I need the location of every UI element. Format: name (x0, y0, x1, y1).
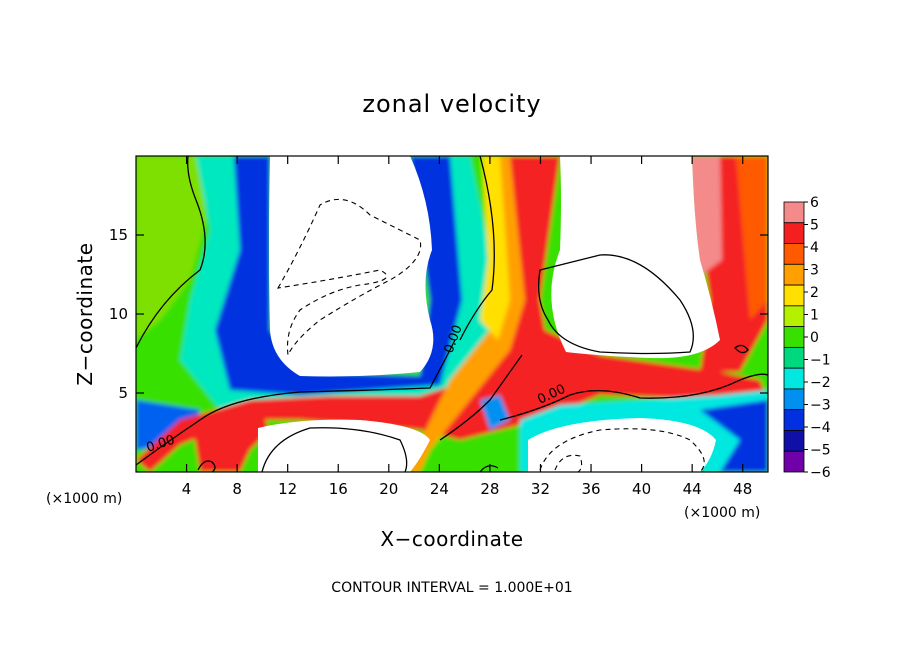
x-tick-label: 40 (632, 480, 651, 498)
colorbar-swatch (783, 263, 805, 286)
x-tick-label: 24 (430, 480, 449, 498)
contour-right-dot (734, 344, 749, 354)
colorbar-label: −4 (810, 420, 831, 436)
contour-bottom-tiny2 (479, 465, 499, 472)
y-tick-label: 15 (109, 226, 128, 244)
colorbar-label: −1 (810, 353, 831, 369)
x-unit-note-right: (×1000 m) (684, 505, 760, 521)
field-mid-blue-patch (480, 395, 510, 430)
colorbar-swatch (783, 201, 805, 224)
field-yellow-streak (480, 156, 510, 340)
colorbar-swatch (783, 305, 805, 328)
contour-bottom-left-closed (261, 427, 408, 472)
colorbar-label: −6 (810, 465, 831, 481)
field-left-blue (215, 156, 462, 395)
x-tick-label: 4 (182, 480, 192, 498)
colorbar-swatch (783, 430, 805, 452)
contour-zero-mid (459, 156, 495, 341)
x-tick-label: 28 (480, 480, 499, 498)
contour-bottom-tiny (197, 460, 216, 472)
colorbar-swatch (783, 284, 805, 307)
y-tick-label: 10 (109, 305, 128, 323)
x-axis-label: X−coordinate (380, 527, 523, 551)
white-region-bottom-right (528, 418, 716, 472)
colorbar-swatch (783, 222, 805, 244)
colorbar-label: 3 (810, 263, 819, 279)
colorbar-swatch (783, 326, 805, 348)
x-tick-label: 20 (379, 480, 398, 498)
y-tick-label: 5 (118, 384, 128, 402)
contour-positive-right (537, 254, 694, 355)
x-tick-label: 12 (278, 480, 297, 498)
white-region-upper-right (551, 156, 720, 359)
x-tick-label: 48 (733, 480, 752, 498)
colorbar-swatch (783, 409, 805, 431)
field-red-band (136, 156, 768, 472)
colorbar-swatch (783, 450, 805, 473)
plot-area: 0.00 0.00 0.00 (136, 156, 768, 472)
contour-interval-footer: CONTOUR INTERVAL = 1.000E+01 (331, 580, 572, 596)
field-bottom-red-left (180, 410, 270, 472)
x-tick-label: 8 (232, 480, 242, 498)
contour-zero-right (499, 373, 768, 421)
x-tick-label: 36 (581, 480, 600, 498)
x-tick-label: 32 (531, 480, 550, 498)
colorbar-label: 2 (810, 285, 819, 301)
contour-zero-bottom (136, 339, 456, 466)
colorbar-swatch (783, 346, 805, 369)
contour-neg-upper-left (276, 198, 422, 357)
colorbar-swatch (783, 388, 805, 411)
chart-title: zonal velocity (362, 90, 541, 118)
colorbar-swatch (783, 243, 805, 265)
colorbar-label: −5 (810, 443, 831, 459)
field-right-orange (736, 156, 768, 320)
y-axis: 5 10 15 (109, 226, 768, 402)
white-region-upper-left (269, 156, 434, 377)
colorbar-label: −3 (810, 398, 831, 414)
colorbar-label: −2 (810, 375, 831, 391)
contours-dashed (276, 198, 705, 472)
contours (136, 156, 768, 472)
field-lower-right-blue (700, 400, 768, 472)
white-region-bottom-left (258, 419, 430, 472)
colorbar-label: 6 (810, 195, 819, 211)
colorbar-label: 1 (810, 308, 819, 324)
colorbar-label: 4 (810, 240, 819, 256)
colorbar: 6 5 4 3 2 1 0 −1 −2 −3 −4 −5 −6 (783, 195, 831, 481)
contour-zero-lower (439, 354, 523, 441)
colorbar-swatch (783, 367, 805, 390)
x-unit-note-left: (×1000 m) (46, 491, 122, 507)
x-tick-label: 44 (683, 480, 702, 498)
contour-neg-bottom-right-small (554, 454, 583, 472)
colorbar-label: 5 (810, 218, 819, 234)
field-left-yellowgreen (136, 156, 206, 340)
saturated-regions (258, 156, 720, 472)
contour-zero-left (136, 156, 206, 349)
x-tick-label: 16 (329, 480, 348, 498)
y-axis-label: Z−coordinate (73, 242, 97, 385)
x-axis: 4 8 12 16 20 24 28 32 36 40 44 48 (182, 156, 752, 498)
colorbar-label: 0 (810, 330, 819, 346)
